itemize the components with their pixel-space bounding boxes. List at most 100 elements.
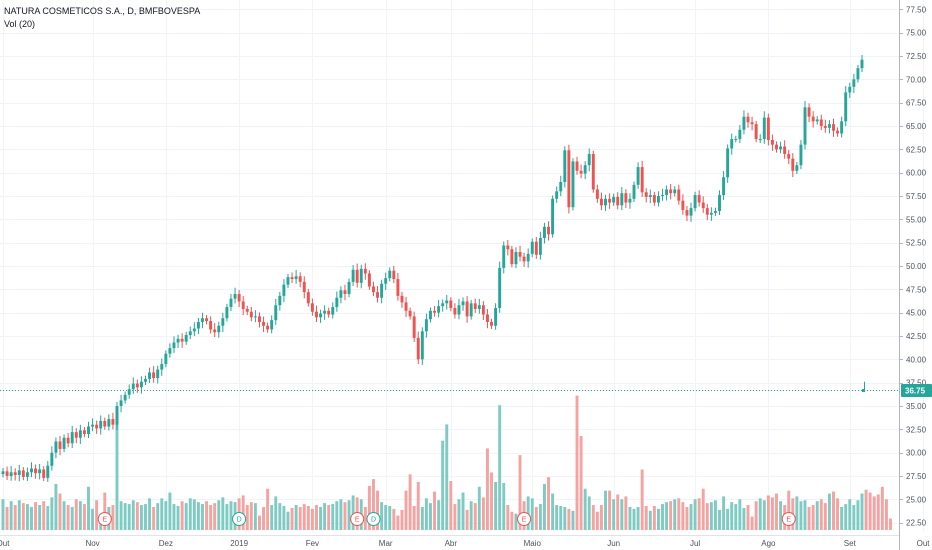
volume-indicator-label[interactable]: Vol (20) xyxy=(4,19,36,29)
volume-bar xyxy=(665,502,669,530)
candle-body xyxy=(555,191,559,199)
volume-bar xyxy=(225,504,229,530)
volume-bar xyxy=(795,496,799,530)
candle-body xyxy=(787,154,791,159)
volume-bar xyxy=(526,496,530,530)
volume-bar xyxy=(648,510,652,530)
candle-body xyxy=(21,470,25,477)
svg-text:E: E xyxy=(355,517,360,524)
candle-body xyxy=(424,319,428,332)
candle-body xyxy=(367,273,371,287)
candle-body xyxy=(856,68,860,80)
volume-bar xyxy=(253,503,257,530)
volume-bar xyxy=(282,506,286,530)
volume-bar xyxy=(689,504,693,530)
volume-bar xyxy=(343,502,347,530)
price-axis-label: 55.00 xyxy=(906,215,927,224)
volume-bar xyxy=(848,499,852,530)
earnings-event-marker[interactable]: E xyxy=(517,512,532,526)
volume-bar xyxy=(856,500,860,530)
volume-bar xyxy=(734,504,738,530)
candle-body xyxy=(722,177,726,196)
candle-body xyxy=(172,342,176,349)
dividend-event-marker[interactable]: D xyxy=(232,512,247,526)
candle-body xyxy=(412,316,416,338)
volume-bar xyxy=(160,498,164,530)
candle-body xyxy=(135,383,139,388)
candle-body xyxy=(661,195,664,197)
candle-body xyxy=(465,301,469,317)
volume-bar xyxy=(844,504,848,530)
volume-bar xyxy=(302,504,306,530)
candle-body xyxy=(306,292,310,304)
candle-body xyxy=(196,322,200,329)
candle-body xyxy=(34,468,38,474)
candle-body xyxy=(103,420,107,427)
candle-body xyxy=(99,420,103,429)
candle-body xyxy=(253,316,257,318)
volume-bar xyxy=(331,504,335,530)
volume-bar xyxy=(775,493,778,530)
svg-text:D: D xyxy=(237,517,242,524)
candle-body xyxy=(404,302,408,311)
volume-bar xyxy=(412,506,416,530)
candle-body xyxy=(119,400,123,406)
volume-bar xyxy=(787,490,791,530)
volume-bar xyxy=(534,506,538,530)
earnings-event-marker[interactable]: E xyxy=(781,512,796,526)
volume-bar xyxy=(184,503,188,530)
candle-body xyxy=(372,286,375,293)
volume-bar xyxy=(131,500,135,530)
candle-body xyxy=(433,310,436,313)
candle-body xyxy=(571,161,575,208)
time-axis-label: Out xyxy=(917,539,931,548)
volume-bar xyxy=(644,506,648,530)
symbol-title[interactable]: NATURA COSMETICOS S.A., D, BMFBOVESPA xyxy=(4,6,201,16)
candle-body xyxy=(583,165,587,174)
volume-bar xyxy=(46,506,50,530)
candle-body xyxy=(705,208,709,215)
volume-bar xyxy=(701,488,705,530)
price-axis-label: 45.00 xyxy=(906,309,927,318)
candle-body xyxy=(441,303,445,307)
volume-bar xyxy=(420,506,424,530)
price-axis-label: 62.50 xyxy=(906,145,927,154)
volume-bar xyxy=(164,501,168,530)
volume-bar xyxy=(754,501,758,530)
earnings-event-marker[interactable]: E xyxy=(350,512,365,526)
candle-body xyxy=(498,267,502,308)
volume-bar xyxy=(722,496,726,530)
volume-bar xyxy=(13,505,17,530)
volume-bar xyxy=(677,498,681,530)
volume-bar xyxy=(424,498,428,530)
candle-body xyxy=(775,144,778,150)
volume-bar xyxy=(713,500,717,530)
candle-body xyxy=(530,241,534,254)
volume-bar xyxy=(123,503,127,530)
candle-body xyxy=(640,167,644,193)
volume-bar xyxy=(624,496,628,530)
dividend-event-marker[interactable]: D xyxy=(366,512,381,526)
volume-bar xyxy=(400,509,404,530)
earnings-event-marker[interactable]: E xyxy=(97,512,112,526)
volume-bar xyxy=(811,505,815,530)
time-axis-label: 2019 xyxy=(230,539,248,548)
candle-body xyxy=(429,310,432,320)
volume-bar xyxy=(840,506,844,530)
volume-bar xyxy=(66,505,70,530)
volume-bar xyxy=(465,509,469,530)
candle-body xyxy=(477,305,481,309)
price-axis-label: 40.00 xyxy=(906,355,927,364)
svg-text:E: E xyxy=(102,517,107,524)
candle-body xyxy=(144,378,147,382)
volume-bar xyxy=(872,496,876,530)
volume-bar xyxy=(868,492,872,530)
volume-bar xyxy=(485,448,489,530)
candle-body xyxy=(742,116,746,130)
volume-bar xyxy=(127,504,131,530)
price-axis-label: 37.50 xyxy=(906,379,927,388)
volume-bar xyxy=(262,506,266,530)
volume-bar xyxy=(742,507,746,530)
volume-bar xyxy=(587,496,591,530)
